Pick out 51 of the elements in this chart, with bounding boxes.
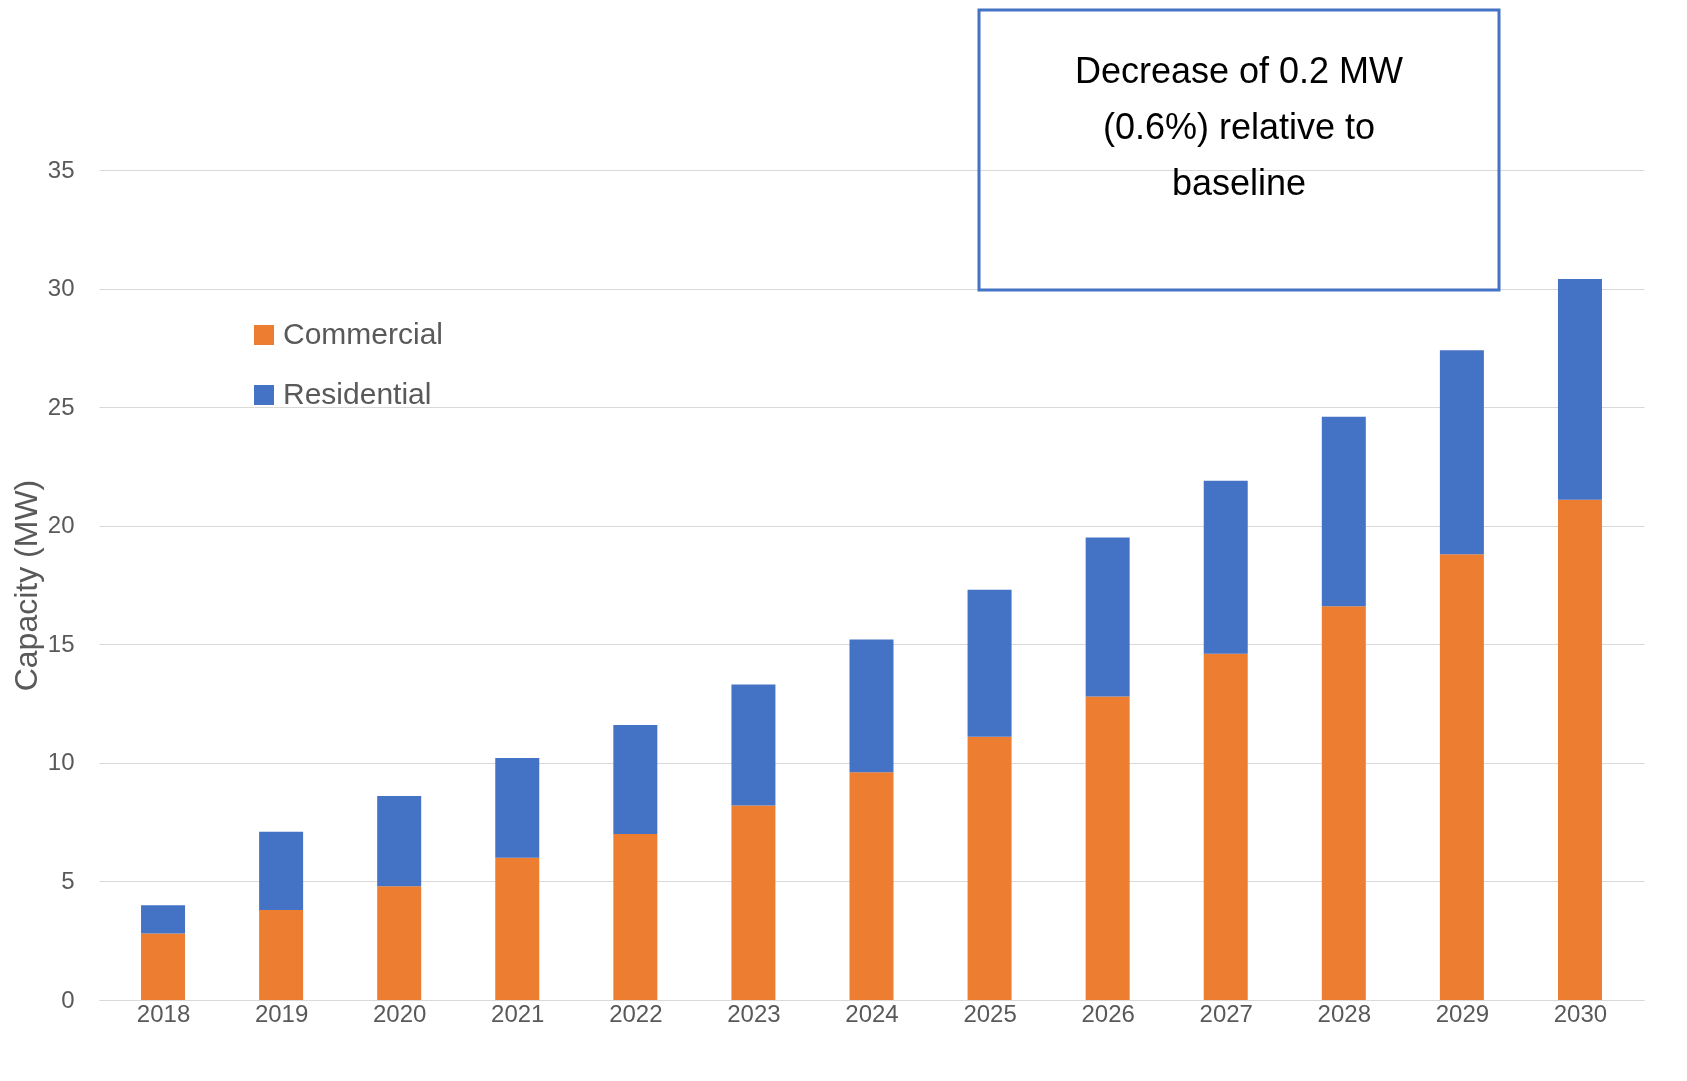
bar	[731, 805, 776, 1000]
x-tick-label: 2027	[1199, 999, 1253, 1027]
bar	[1085, 537, 1130, 697]
legend-label: Commercial	[283, 317, 444, 350]
bar	[1321, 416, 1366, 607]
bar	[967, 736, 1012, 1000]
x-tick-label: 2021	[491, 999, 545, 1027]
bar	[141, 933, 186, 1000]
bar	[1085, 696, 1130, 1000]
y-tick-label: 5	[61, 866, 75, 894]
bar	[259, 909, 304, 1000]
bar	[1203, 653, 1248, 1000]
bar	[1321, 606, 1366, 1000]
y-tick-label: 25	[47, 392, 75, 420]
bar	[1203, 480, 1248, 654]
x-tick-label: 2024	[845, 999, 899, 1027]
y-tick-label: 20	[47, 511, 75, 539]
y-tick-label: 30	[47, 274, 75, 302]
y-tick-label: 0	[61, 985, 75, 1013]
legend-label: Residential	[283, 377, 432, 410]
bar	[613, 834, 658, 1000]
x-tick-label: 2025	[963, 999, 1017, 1027]
bar	[1439, 554, 1484, 1000]
y-axis-title: Capacity (MW)	[7, 479, 44, 692]
x-tick-label: 2019	[254, 999, 309, 1027]
x-tick-label: 2028	[1317, 999, 1371, 1027]
annotation: Decrease of 0.2 MW (0.6%) relative to baseline	[1074, 50, 1404, 203]
x-tick-label: 2029	[1435, 999, 1490, 1027]
bar	[967, 589, 1012, 737]
bar	[259, 831, 304, 910]
y-tick-label: 35	[47, 155, 75, 183]
bar	[377, 886, 422, 1000]
bar	[849, 772, 894, 1000]
x-tick-label: 2030	[1553, 999, 1608, 1027]
x-tick-label: 2026	[1081, 999, 1135, 1027]
bar	[495, 857, 540, 1000]
x-tick-label: 2023	[727, 999, 781, 1027]
x-tick-label: 2018	[136, 999, 191, 1027]
bar	[495, 758, 540, 858]
bar	[731, 684, 776, 806]
bar	[1439, 350, 1484, 555]
bar	[613, 724, 658, 834]
bar	[1557, 279, 1602, 500]
y-tick-label: 10	[47, 748, 75, 776]
bar	[377, 796, 422, 887]
x-tick-label: 2022	[609, 999, 663, 1027]
bar	[141, 905, 186, 934]
bar	[1557, 499, 1602, 1000]
x-tick-label: 2020	[373, 999, 427, 1027]
bar	[849, 639, 894, 773]
y-tick-label: 15	[47, 629, 75, 657]
